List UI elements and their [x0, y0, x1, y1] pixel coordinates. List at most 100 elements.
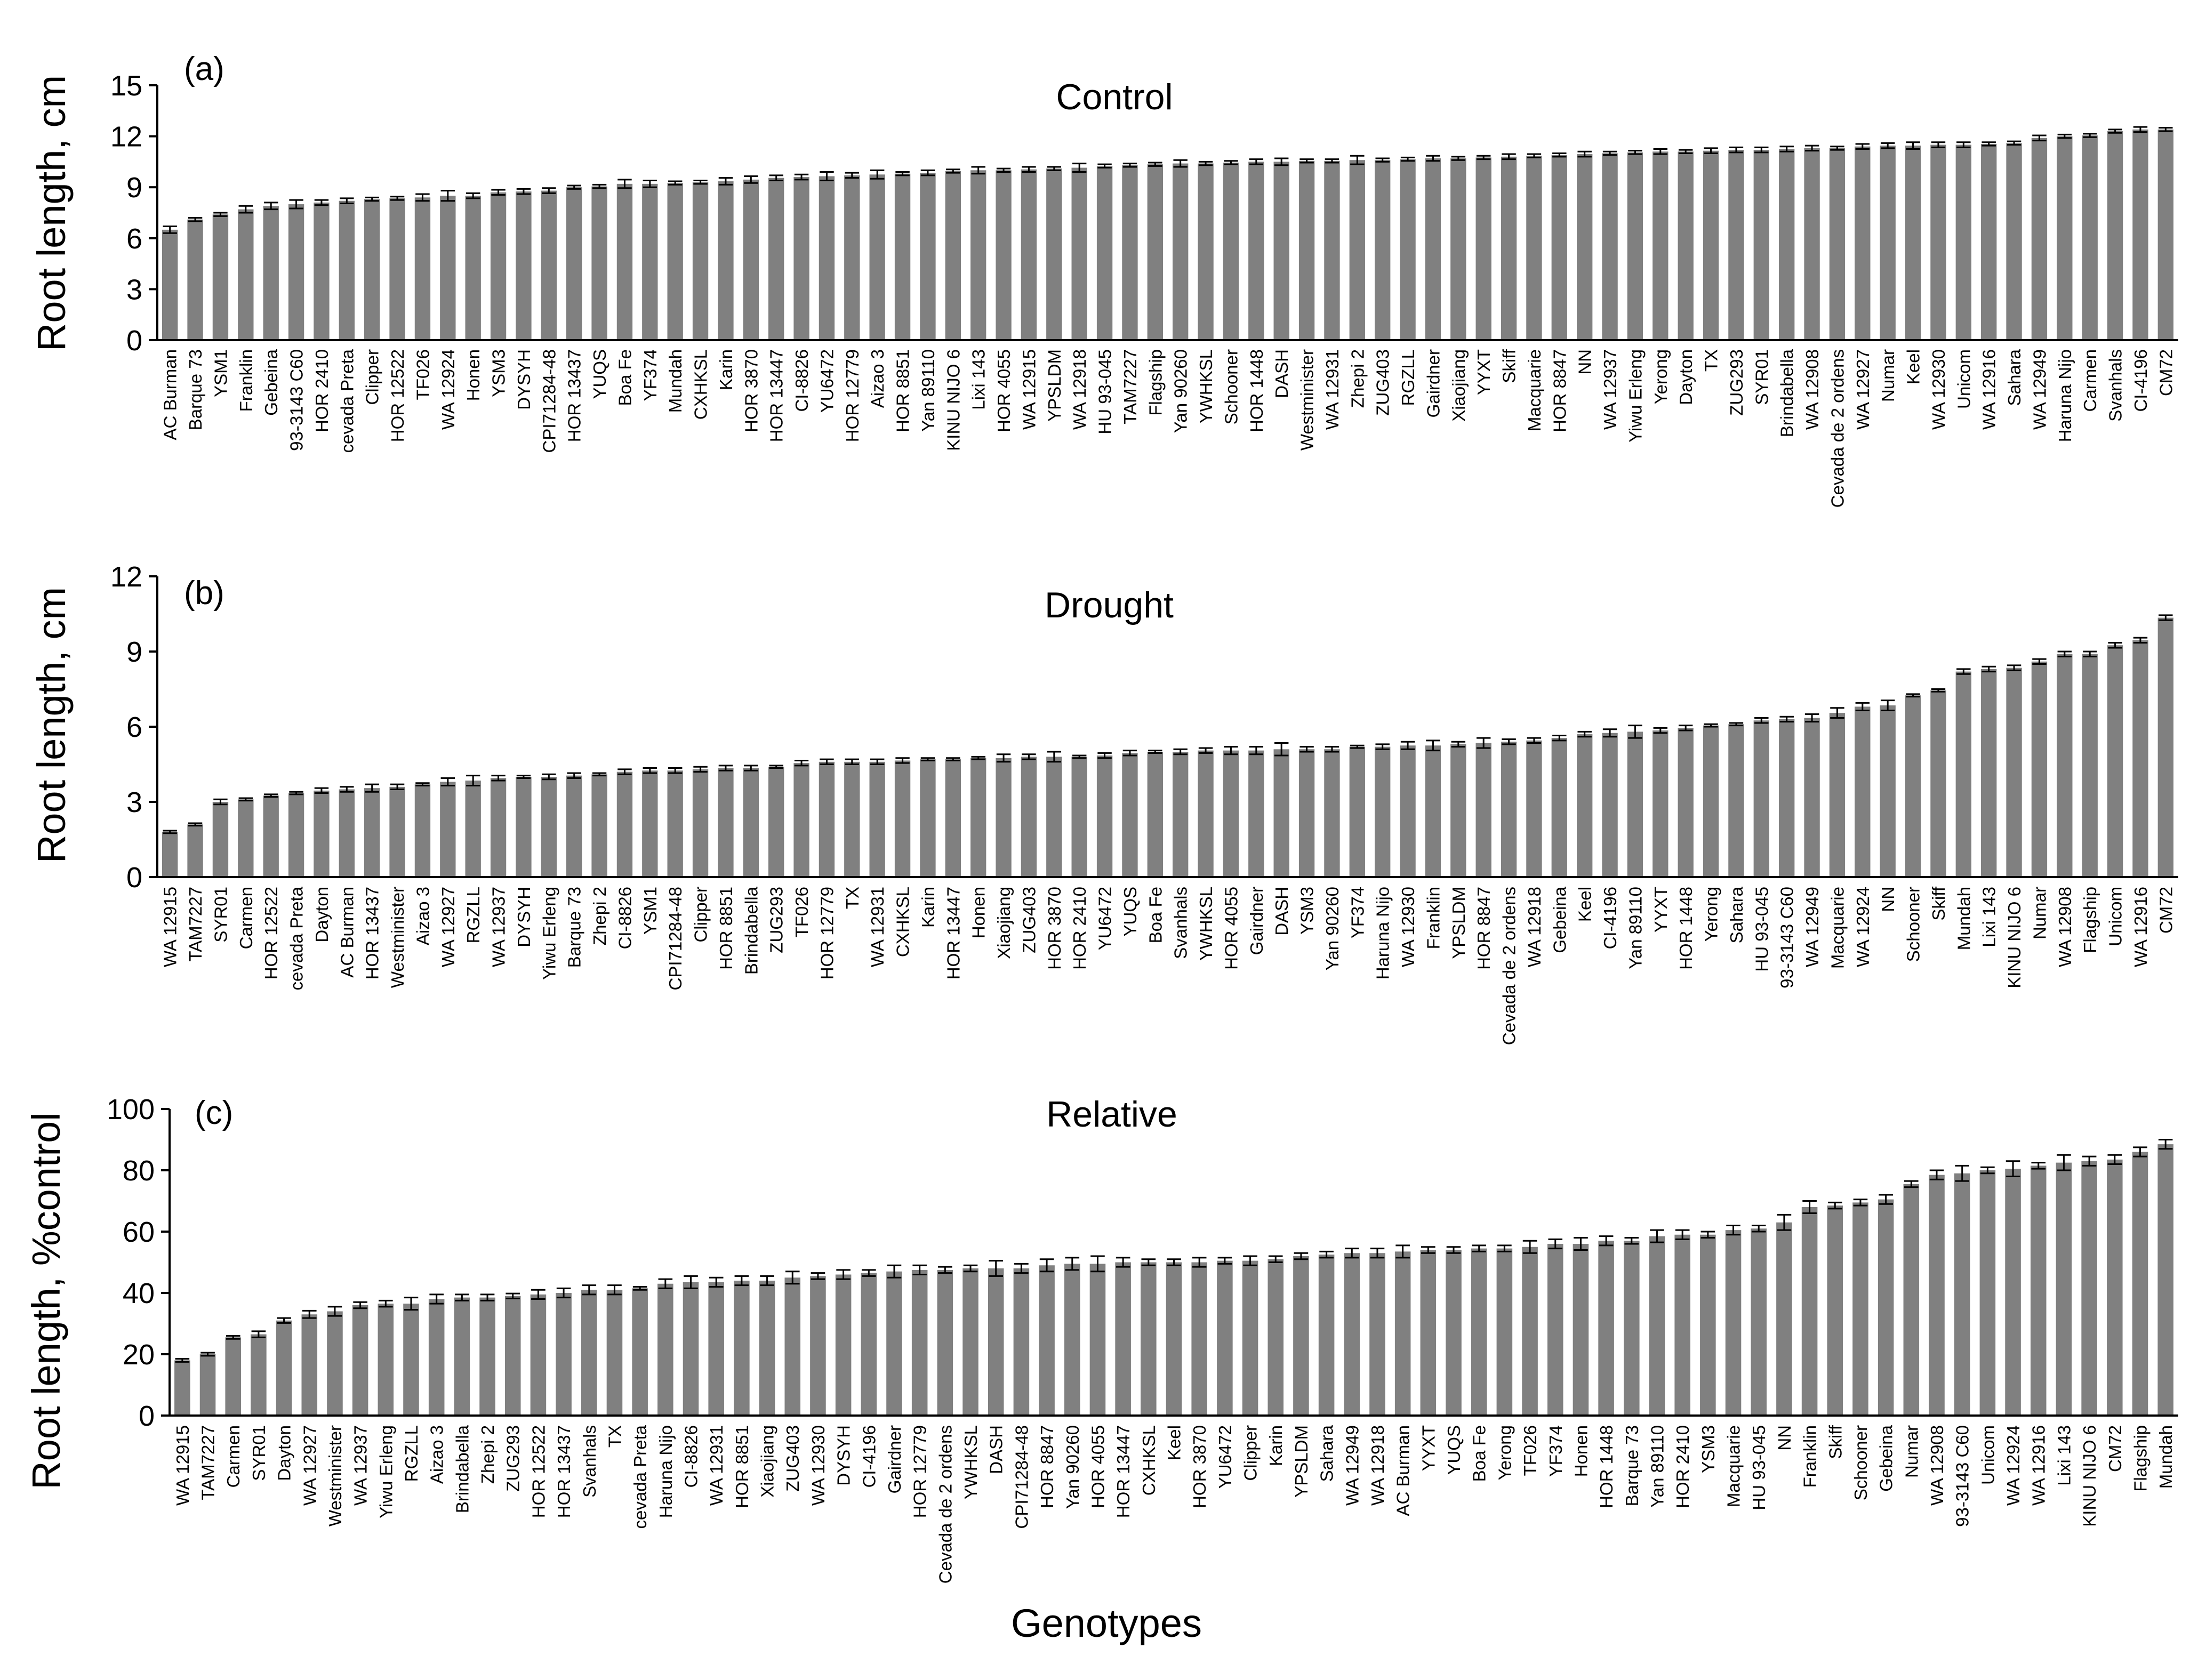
category-label: Yan 90260	[1171, 349, 1191, 433]
y-tick-label: 9	[126, 172, 142, 204]
category-label: Lixi 143	[969, 349, 989, 410]
bar	[364, 788, 380, 877]
category-label: Gebeina	[261, 349, 281, 415]
category-label: RGZLL	[463, 887, 483, 943]
bar	[1551, 155, 1567, 340]
category-label: CM72	[2156, 349, 2176, 396]
error-bar	[1754, 717, 1769, 724]
error-bar	[820, 171, 834, 181]
bar	[869, 174, 885, 340]
bar	[2157, 1144, 2173, 1416]
error-bar	[1192, 1257, 1207, 1268]
panel-c-plot: 0 20 40 60 80 100 WA 12915 TAM7227 Carmen SYR01 Da…	[107, 1094, 2178, 1583]
category-label: cevada Preta	[337, 349, 357, 453]
error-bar	[912, 1264, 927, 1275]
error-bar	[163, 225, 177, 234]
bar	[2132, 640, 2148, 877]
error-bar	[1678, 149, 1693, 154]
error-bar	[353, 1301, 367, 1309]
category-label: TF026	[1520, 1425, 1540, 1476]
error-bar	[1097, 163, 1112, 169]
category-label: Macquarie	[1525, 349, 1544, 431]
bar	[1779, 149, 1795, 340]
bar	[1400, 159, 1416, 340]
bar	[1496, 1248, 1513, 1416]
error-bar	[1426, 739, 1440, 752]
panel-b-plot: 0 3 6 9 12 WA 12915 TAM7227 SYR01 Carmen HOR 1252…	[110, 561, 2178, 1045]
error-bar	[1274, 157, 1289, 166]
bar	[1903, 1184, 1920, 1416]
error-bar	[734, 1275, 749, 1287]
bar	[937, 1269, 953, 1416]
bar	[1501, 156, 1517, 340]
category-label: HOR 4055	[994, 349, 1014, 432]
category-label: Xiaojiang	[758, 1425, 777, 1498]
category-label: Mundah	[2156, 1425, 2176, 1489]
bar	[1349, 160, 1365, 340]
category-label: HOR 13447	[943, 887, 963, 979]
bar	[1624, 1241, 1640, 1416]
bar	[962, 1268, 978, 1416]
bar	[945, 759, 961, 877]
category-label: HOR 8847	[1474, 887, 1494, 970]
error-bar	[1827, 1201, 1842, 1210]
error-bar	[1022, 166, 1036, 173]
error-bar	[1855, 143, 1870, 150]
error-bar	[592, 183, 607, 189]
bar	[2132, 1152, 2148, 1416]
error-bar	[632, 1286, 647, 1291]
y-tick-label: 100	[107, 1094, 155, 1126]
error-bar	[163, 830, 177, 834]
category-label: Sahara	[1317, 1425, 1337, 1482]
category-label: KINU NIJO 6	[943, 349, 963, 451]
error-bar	[1249, 746, 1264, 755]
error-bar	[226, 1335, 240, 1340]
category-label: YSM1	[640, 887, 660, 935]
bar	[1141, 1262, 1157, 1416]
bar	[1369, 1253, 1385, 1416]
error-bar	[1022, 753, 1036, 760]
category-label: Boa Fe	[1470, 1425, 1489, 1482]
error-bar	[1319, 1250, 1334, 1259]
error-bar	[1090, 1255, 1105, 1273]
category-label: WA 12918	[1368, 1425, 1387, 1506]
bar	[1096, 755, 1113, 877]
error-bar	[592, 772, 607, 777]
error-bar	[1173, 159, 1188, 168]
y-tick-label: 80	[123, 1155, 155, 1187]
bar	[692, 769, 709, 877]
category-label: Mundah	[665, 349, 685, 413]
error-bar	[1602, 728, 1617, 738]
category-label: Clipper	[1241, 1425, 1261, 1481]
error-bar	[1522, 1240, 1537, 1254]
error-bar	[1830, 707, 1844, 719]
bar	[1981, 669, 1997, 877]
category-label: YF374	[1347, 887, 1367, 938]
category-label: YU6472	[817, 349, 837, 413]
category-label: 93-3143 C60	[287, 349, 307, 451]
error-bar	[2133, 1146, 2147, 1157]
bar	[339, 789, 355, 877]
error-bar	[920, 169, 935, 176]
y-tick-label: 0	[126, 325, 142, 357]
error-bar	[2082, 650, 2097, 657]
category-label: CXHKSL	[1139, 1425, 1159, 1496]
error-bar	[1906, 141, 1920, 150]
error-bar	[820, 758, 834, 765]
bar	[541, 190, 557, 340]
error-bar	[1141, 1258, 1156, 1266]
error-bar	[658, 1278, 673, 1289]
bar	[1725, 1230, 1742, 1416]
category-label: Schooner	[1221, 349, 1241, 424]
bar	[187, 824, 203, 877]
category-label: YYXT	[1418, 1425, 1438, 1471]
error-bar	[175, 1358, 190, 1363]
error-bar	[1497, 1244, 1512, 1252]
category-label: KINU NIJO 6	[2004, 887, 2024, 988]
category-label: ZUG403	[1019, 887, 1039, 953]
error-bar	[1400, 156, 1415, 162]
error-bar	[946, 168, 960, 174]
category-label: Skiff	[1929, 886, 1948, 920]
category-label: HOR 3870	[741, 349, 761, 432]
category-label: HOR 12522	[261, 887, 281, 979]
